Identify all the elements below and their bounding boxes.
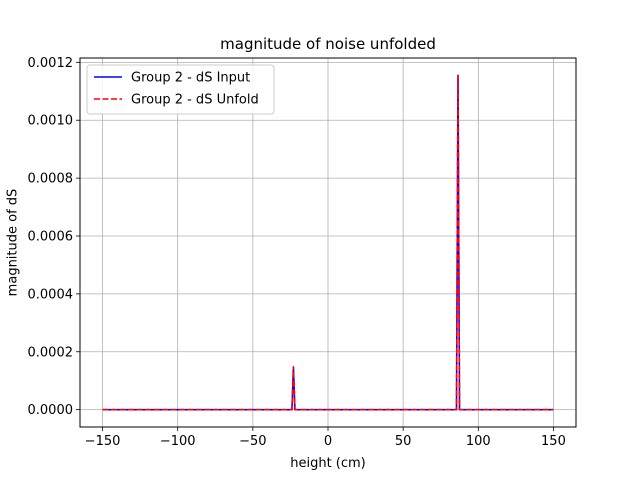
ticks: −150 −100 −50 0 50 100 150 0.0000 0.0002 0.0004 0.… [28, 56, 566, 449]
plot-lines [102, 73, 554, 411]
x-tick-label: 0 [324, 434, 332, 449]
x-axis-label: height (cm) [290, 456, 366, 471]
y-tick-label: 0.0010 [28, 114, 74, 129]
x-tick-label: −50 [239, 434, 266, 449]
x-tick-label: −100 [160, 434, 196, 449]
series-line-2 [102, 73, 554, 411]
chart-title: magnitude of noise unfolded [220, 35, 436, 53]
y-tick-label: 0.0006 [28, 229, 74, 244]
x-tick-label: 150 [541, 434, 566, 449]
y-tick-label: 0.0000 [28, 403, 74, 418]
legend: Group 2 - dS Input Group 2 - dS Unfold [86, 64, 275, 115]
y-tick-label: 0.0004 [28, 287, 74, 302]
y-tick-label: 0.0008 [28, 172, 74, 187]
legend-box [86, 64, 275, 115]
x-tick-label: 100 [466, 434, 491, 449]
legend-label-1: Group 2 - dS Input [131, 71, 250, 86]
x-tick-label: 50 [395, 434, 412, 449]
y-tick-label: 0.0012 [28, 56, 74, 71]
legend-label-2: Group 2 - dS Unfold [131, 93, 259, 108]
x-tick-label: −150 [85, 434, 121, 449]
y-axis-label: magnitude of dS [6, 189, 21, 297]
y-tick-label: 0.0002 [28, 345, 74, 360]
